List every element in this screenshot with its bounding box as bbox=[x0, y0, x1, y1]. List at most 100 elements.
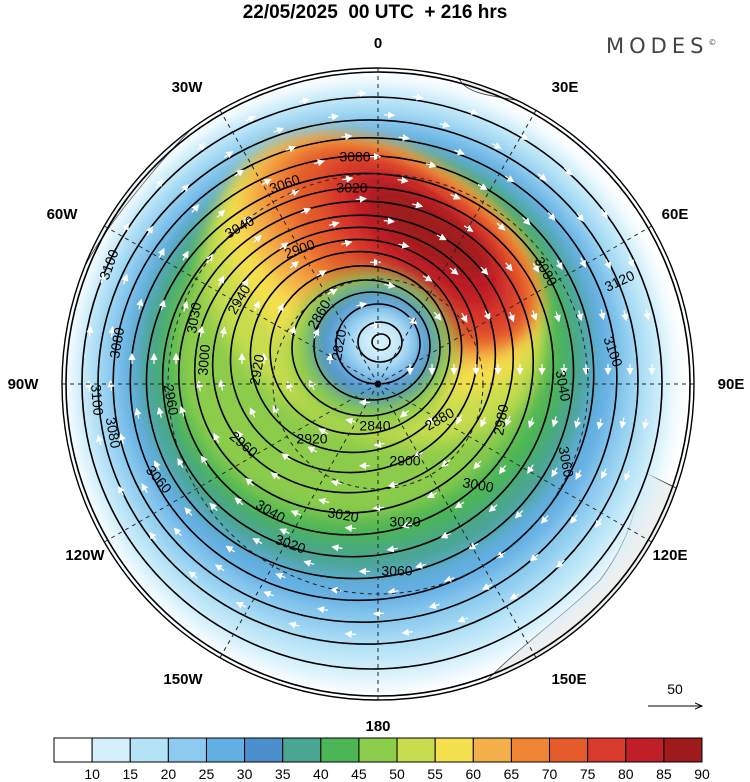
wind-vector bbox=[277, 303, 284, 314]
colorbar-tick-label: 10 bbox=[84, 766, 100, 782]
wind-vector bbox=[555, 260, 563, 271]
wind-vector bbox=[384, 111, 396, 119]
wind-vector bbox=[454, 148, 465, 156]
wind-vector bbox=[551, 416, 559, 428]
wind-vector bbox=[433, 311, 442, 321]
wind-vector bbox=[454, 501, 465, 509]
wind-vector bbox=[179, 405, 187, 417]
wind-vector bbox=[318, 497, 330, 505]
wind-vector bbox=[397, 176, 409, 184]
wind-vector bbox=[505, 262, 513, 272]
contour-ring-10 bbox=[229, 238, 479, 474]
wind-vector bbox=[289, 260, 299, 269]
wind-vector bbox=[619, 417, 627, 429]
wind-vector bbox=[441, 459, 451, 468]
wind-vector bbox=[483, 310, 491, 321]
fill-inner-10 bbox=[354, 318, 406, 366]
colorbar-tick-label: 80 bbox=[618, 766, 634, 782]
wind-vector bbox=[98, 272, 106, 284]
wind-vector bbox=[136, 298, 144, 310]
wind-vector bbox=[456, 414, 463, 425]
wind-vector bbox=[289, 189, 300, 197]
contour-ring-12 bbox=[269, 265, 451, 435]
pole-marker bbox=[375, 381, 381, 387]
colorbar-tick-label: 85 bbox=[656, 766, 672, 782]
wind-vector bbox=[281, 453, 291, 461]
wind-vector bbox=[197, 325, 205, 337]
wind-vector bbox=[387, 587, 399, 595]
wind-vector bbox=[468, 542, 479, 550]
wind-vector bbox=[570, 514, 578, 524]
wind-vector bbox=[355, 89, 367, 98]
wind-vector bbox=[480, 417, 487, 428]
wind-vector bbox=[553, 311, 561, 323]
wind-vector bbox=[330, 479, 342, 487]
wind-vector bbox=[121, 273, 129, 285]
colorbar-tick-label: 15 bbox=[122, 766, 138, 782]
colorbar-swatch bbox=[167, 737, 207, 763]
wind-vector bbox=[426, 491, 438, 498]
colorbar-swatch bbox=[587, 737, 627, 763]
wind-vector bbox=[428, 602, 440, 610]
wind-vector bbox=[473, 460, 482, 470]
wind-vector bbox=[477, 183, 488, 191]
wind-vector bbox=[495, 551, 506, 559]
wind-vector bbox=[627, 257, 635, 268]
wind-vector bbox=[540, 515, 549, 524]
wind-vector bbox=[134, 407, 142, 419]
wind-vector bbox=[236, 430, 244, 441]
wind-vector bbox=[398, 241, 410, 249]
contour-ring-1 bbox=[81, 96, 663, 670]
wind-vector bbox=[155, 179, 164, 189]
wind-vector bbox=[290, 510, 302, 517]
wind-vector bbox=[563, 167, 573, 176]
brand-logo: MODES© bbox=[606, 34, 716, 58]
contour-label: 3030 bbox=[183, 301, 204, 335]
wind-vector bbox=[225, 545, 236, 553]
contour-ring-11 bbox=[249, 250, 463, 454]
wind-vector bbox=[518, 133, 529, 141]
wind-vector bbox=[309, 379, 316, 391]
wind-vector bbox=[270, 472, 280, 480]
longitude-label: 30W bbox=[172, 79, 204, 96]
wind-vector bbox=[399, 410, 410, 418]
colorbar-tick-label: 20 bbox=[161, 766, 177, 782]
colorbar-swatch bbox=[472, 737, 512, 763]
contour-label: 3000 bbox=[461, 474, 495, 495]
wind-vector bbox=[401, 628, 413, 636]
longitude-label: 90E bbox=[718, 376, 745, 393]
wind-vector bbox=[372, 504, 384, 512]
wind-vector bbox=[327, 113, 339, 121]
wind-vector bbox=[598, 309, 606, 321]
wind-vector bbox=[522, 216, 531, 226]
longitude-label: 30E bbox=[552, 79, 579, 96]
wind-vector bbox=[331, 544, 343, 552]
map-title: 22/05/2025 00 UTC + 216 hrs bbox=[242, 2, 508, 23]
wind-vector bbox=[449, 267, 459, 275]
wind-vector bbox=[547, 212, 556, 221]
wind-vector bbox=[467, 108, 479, 115]
contour-label: 2900 bbox=[389, 453, 420, 469]
contour-label: 3080 bbox=[339, 149, 370, 165]
fill-band-85 bbox=[370, 186, 490, 278]
wind-vector bbox=[107, 379, 115, 392]
wind-vector bbox=[252, 537, 263, 545]
wind-vector bbox=[576, 310, 584, 322]
colorbar-tick-label: 30 bbox=[237, 766, 253, 782]
wind-vector bbox=[596, 418, 604, 430]
wind-vector bbox=[460, 312, 468, 323]
wind-vector bbox=[556, 559, 565, 568]
wind-vector bbox=[181, 300, 189, 312]
wind-vector bbox=[575, 469, 583, 481]
wind-vector bbox=[384, 281, 396, 289]
wind-vector bbox=[184, 507, 193, 516]
contour-label: 3080 bbox=[106, 326, 127, 360]
contour-label: 3040 bbox=[553, 369, 574, 403]
wind-vector bbox=[299, 97, 311, 105]
contour-label: 2820 bbox=[328, 328, 349, 362]
wind-vector bbox=[344, 630, 356, 638]
longitude-label: 0 bbox=[374, 35, 382, 52]
wind-vector bbox=[279, 242, 289, 250]
